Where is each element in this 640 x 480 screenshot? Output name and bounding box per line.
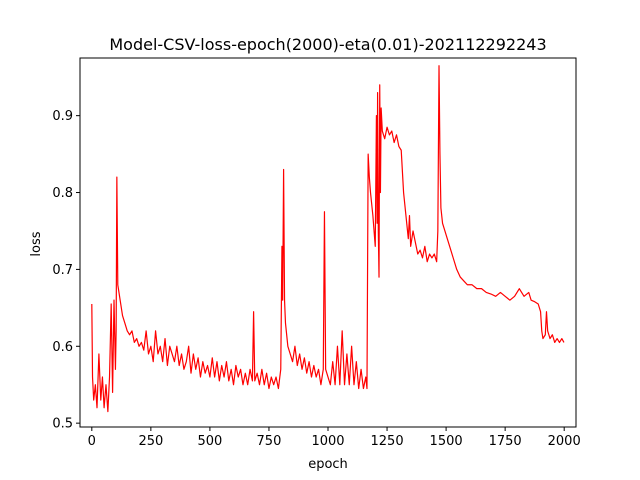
x-tick-label: 0 — [88, 434, 96, 449]
y-tick-label: 0.7 — [52, 263, 73, 278]
y-axis-ticks: 0.5 0.6 0.7 0.8 0.9 — [52, 109, 80, 432]
y-tick-label: 0.5 — [52, 417, 73, 432]
x-tick-label: 1250 — [371, 434, 404, 449]
x-axis-label: epoch — [308, 457, 348, 472]
x-axis-ticks: 0 250 500 750 1000 1250 1500 1750 2000 — [88, 427, 581, 449]
x-tick-label: 500 — [197, 434, 222, 449]
y-tick-label: 0.6 — [52, 340, 73, 355]
x-tick-label: 250 — [138, 434, 163, 449]
x-tick-label: 1000 — [311, 434, 344, 449]
series-line-1 — [91, 65, 565, 413]
x-tick-label: 2000 — [548, 434, 581, 449]
y-tick-label: 0.9 — [52, 109, 73, 124]
plot-area — [91, 65, 565, 413]
y-axis-label: loss — [29, 231, 44, 256]
y-tick-label: 0.8 — [52, 186, 73, 201]
x-tick-label: 1500 — [430, 434, 463, 449]
x-tick-label: 750 — [257, 434, 282, 449]
plot-frame — [79, 57, 577, 428]
x-tick-label: 1750 — [489, 434, 522, 449]
chart-title: Model-CSV-loss-epoch(2000)-eta(0.01)-202… — [109, 35, 546, 54]
